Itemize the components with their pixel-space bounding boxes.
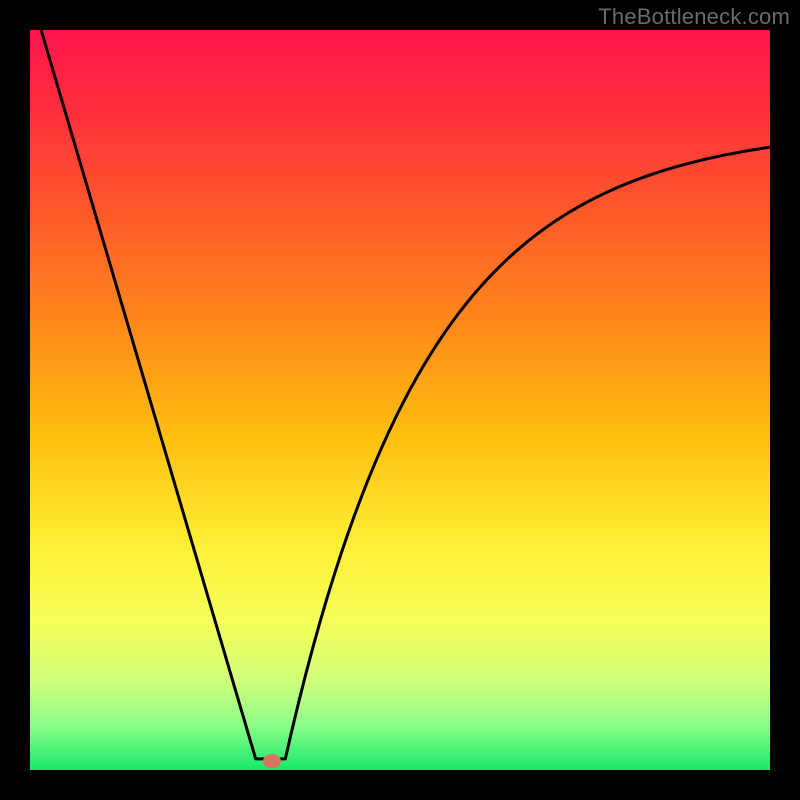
optimum-marker [263, 754, 281, 768]
chart-svg [0, 0, 800, 800]
chart-frame: TheBottleneck.com [0, 0, 800, 800]
watermark-text: TheBottleneck.com [598, 4, 790, 30]
plot-background [30, 30, 770, 770]
